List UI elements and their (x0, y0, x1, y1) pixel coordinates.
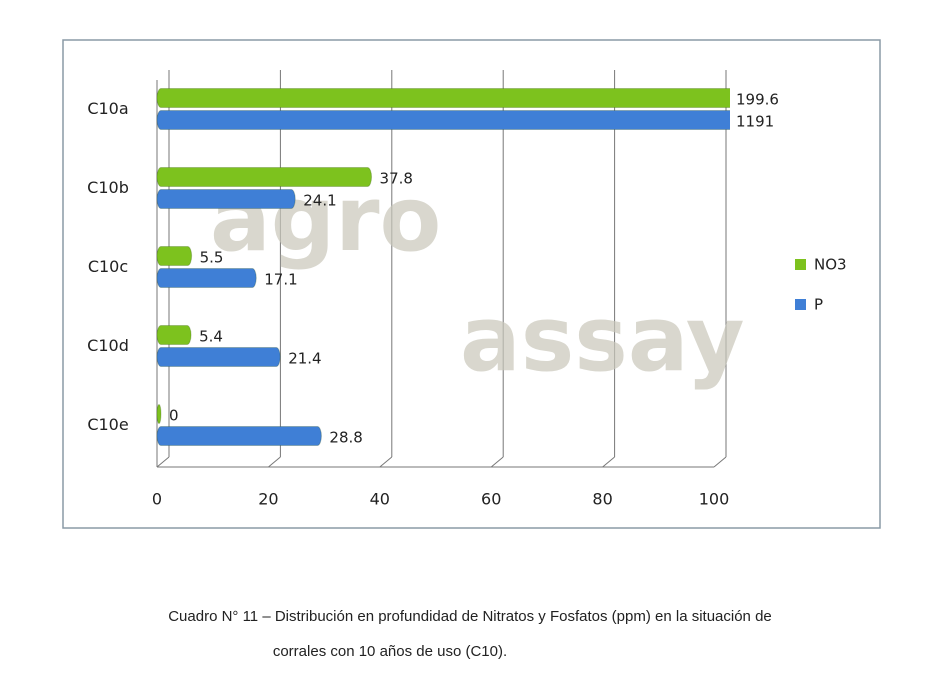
legend-label: P (814, 296, 823, 314)
y-tick-label: C10b (87, 178, 129, 197)
x-tick-label: 40 (370, 490, 390, 509)
bar (156, 246, 193, 266)
data-label: 21.4 (288, 350, 321, 368)
grid-line (268, 456, 281, 468)
bar (156, 268, 257, 288)
bar (156, 404, 162, 424)
data-label: 24.1 (303, 192, 336, 210)
caption: Cuadro N° 11 – Distribución en profundid… (168, 608, 772, 625)
bar (156, 325, 192, 345)
x-tick-label: 20 (258, 490, 278, 509)
grid-line (602, 456, 615, 468)
grid-line (379, 456, 393, 468)
y-tick-label: C10e (87, 415, 128, 434)
grid-line (490, 456, 504, 468)
y-tick-label: C10a (87, 99, 128, 118)
data-label: 0 (169, 407, 179, 425)
caption: corrales con 10 años de uso (C10). (273, 643, 507, 660)
data-label: 17.1 (264, 271, 297, 289)
data-label: 1191 (736, 113, 774, 131)
y-tick-label: C10c (88, 257, 128, 276)
x-tick-label: 100 (699, 490, 730, 509)
data-label: 5.5 (200, 249, 224, 267)
y-tick-label: C10d (87, 336, 129, 355)
legend-label: NO3 (814, 256, 847, 274)
bar (156, 88, 730, 108)
data-label: 5.4 (199, 328, 223, 346)
bar (156, 167, 373, 187)
x-tick-label: 80 (592, 490, 612, 509)
watermark: assay (460, 287, 745, 392)
legend-swatch (795, 299, 806, 310)
x-tick-label: 60 (481, 490, 501, 509)
data-label: 28.8 (329, 429, 362, 447)
bar (156, 110, 730, 130)
grid-line (713, 456, 727, 468)
grid-line (156, 456, 170, 468)
legend-swatch (795, 259, 806, 270)
bar (156, 426, 322, 446)
data-label: 199.6 (736, 91, 779, 109)
bar (156, 189, 296, 209)
x-tick-label: 0 (152, 490, 162, 509)
bar (156, 347, 281, 367)
data-label: 37.8 (380, 170, 413, 188)
